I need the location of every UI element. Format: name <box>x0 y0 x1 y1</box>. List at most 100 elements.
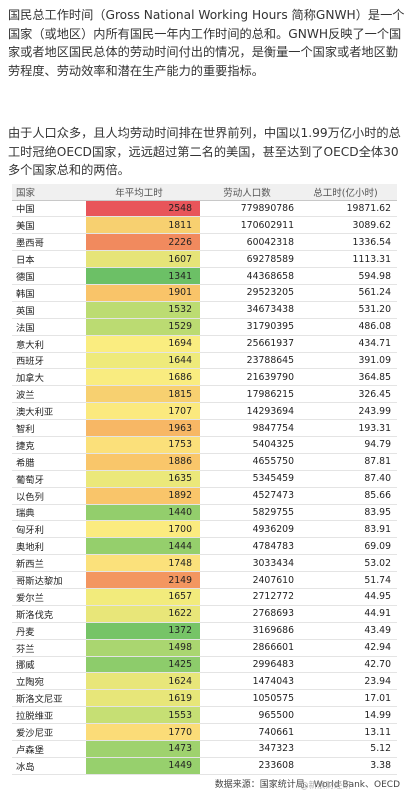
total-hours-cell: 594.98 <box>300 267 397 285</box>
total-hours-cell: 43.49 <box>300 622 397 640</box>
table-row: 美国 1811 170602911 3089.62 <box>12 216 397 235</box>
country-cell: 哥斯达黎加 <box>12 571 86 589</box>
country-cell: 挪威 <box>12 656 86 674</box>
annual-hours-cell: 1700 <box>86 520 200 539</box>
table-row: 英国 1532 34673438 531.20 <box>12 301 397 319</box>
total-hours-cell: 486.08 <box>300 318 397 336</box>
country-cell: 丹麦 <box>12 622 86 640</box>
annual-hours-cell: 1644 <box>86 352 200 370</box>
table-row: 法国 1529 31790395 486.08 <box>12 318 397 336</box>
workforce-cell: 5404325 <box>200 436 300 454</box>
annual-hours-cell: 1963 <box>86 419 200 437</box>
total-hours-cell: 83.95 <box>300 504 397 522</box>
country-cell: 韩国 <box>12 284 86 302</box>
table-row: 芬兰 1498 2866601 42.94 <box>12 639 397 657</box>
header-total-hours: 总工时(亿小时) <box>300 184 397 201</box>
country-cell: 美国 <box>12 216 86 235</box>
workforce-cell: 2768693 <box>200 605 300 623</box>
table-header-row: 国家 年平均工时 劳动人口数 总工时(亿小时) <box>12 184 397 201</box>
total-hours-cell: 3089.62 <box>300 216 397 235</box>
country-cell: 英国 <box>12 301 86 319</box>
total-hours-cell: 87.81 <box>300 453 397 471</box>
workforce-cell: 4527473 <box>200 487 300 505</box>
country-cell: 新西兰 <box>12 554 86 573</box>
workforce-cell: 31790395 <box>200 318 300 336</box>
workforce-cell: 34673438 <box>200 301 300 319</box>
country-cell: 智利 <box>12 419 86 437</box>
table-row: 拉脱维亚 1553 965500 14.99 <box>12 706 397 725</box>
country-cell: 拉脱维亚 <box>12 706 86 725</box>
total-hours-cell: 14.99 <box>300 706 397 725</box>
workforce-cell: 4655750 <box>200 453 300 471</box>
country-cell: 奥地利 <box>12 537 86 556</box>
annual-hours-cell: 1607 <box>86 250 200 269</box>
country-cell: 法国 <box>12 318 86 336</box>
workforce-cell: 17986215 <box>200 385 300 404</box>
total-hours-cell: 69.09 <box>300 537 397 556</box>
total-hours-cell: 1113.31 <box>300 250 397 269</box>
table-row: 波兰 1815 17986215 326.45 <box>12 385 397 404</box>
annual-hours-cell: 1753 <box>86 436 200 454</box>
workforce-cell: 14293694 <box>200 402 300 421</box>
table-row: 韩国 1901 29523205 561.24 <box>12 284 397 302</box>
workforce-cell: 1050575 <box>200 689 300 708</box>
table-row: 意大利 1694 25661937 434.71 <box>12 335 397 353</box>
total-hours-cell: 1336.54 <box>300 233 397 252</box>
workforce-cell: 29523205 <box>200 284 300 302</box>
workforce-cell: 2996483 <box>200 656 300 674</box>
total-hours-cell: 83.91 <box>300 520 397 539</box>
country-cell: 冰岛 <box>12 757 86 775</box>
annual-hours-cell: 2548 <box>86 200 200 218</box>
table-row: 加拿大 1686 21639790 364.85 <box>12 368 397 387</box>
table-row: 希腊 1886 4655750 87.81 <box>12 453 397 471</box>
total-hours-cell: 17.01 <box>300 689 397 708</box>
header-country: 国家 <box>12 184 86 201</box>
country-cell: 卢森堡 <box>12 740 86 758</box>
data-source-note: 数据来源：国家统计局、World Bank、OECD <box>214 780 400 790</box>
annual-hours-cell: 1498 <box>86 639 200 657</box>
total-hours-cell: 94.79 <box>300 436 397 454</box>
country-cell: 爱尔兰 <box>12 588 86 606</box>
table-row: 墨西哥 2226 60042318 1336.54 <box>12 233 397 252</box>
country-cell: 波兰 <box>12 385 86 404</box>
workforce-cell: 9847754 <box>200 419 300 437</box>
country-cell: 意大利 <box>12 335 86 353</box>
country-cell: 捷克 <box>12 436 86 454</box>
table-body: 中国 2548 779890786 19871.62 美国 1811 170602911 30… <box>12 200 397 775</box>
total-hours-cell: 85.66 <box>300 487 397 505</box>
table-row: 哥斯达黎加 2149 2407610 51.74 <box>12 571 397 589</box>
country-cell: 日本 <box>12 250 86 269</box>
annual-hours-cell: 1707 <box>86 402 200 421</box>
total-hours-cell: 434.71 <box>300 335 397 353</box>
country-cell: 中国 <box>12 200 86 218</box>
annual-hours-cell: 1341 <box>86 267 200 285</box>
table-row: 卢森堡 1473 347323 5.12 <box>12 740 397 758</box>
table-row: 匈牙利 1700 4936209 83.91 <box>12 520 397 539</box>
annual-hours-cell: 1529 <box>86 318 200 336</box>
workforce-cell: 60042318 <box>200 233 300 252</box>
table-row: 新西兰 1748 3033434 53.02 <box>12 554 397 573</box>
country-cell: 加拿大 <box>12 368 86 387</box>
country-cell: 瑞典 <box>12 504 86 522</box>
annual-hours-cell: 1425 <box>86 656 200 674</box>
intro-paragraph-2: 由于人口众多，且人均劳动时间排在世界前列，中国以1.99万亿小时的总工时冠绝OE… <box>8 126 401 177</box>
annual-hours-cell: 2149 <box>86 571 200 589</box>
country-cell: 西班牙 <box>12 352 86 370</box>
workforce-cell: 4784783 <box>200 537 300 556</box>
annual-hours-cell: 1657 <box>86 588 200 606</box>
workforce-cell: 25661937 <box>200 335 300 353</box>
table-row: 爱尔兰 1657 2712772 44.95 <box>12 588 397 606</box>
total-hours-cell: 13.11 <box>300 723 397 741</box>
country-cell: 斯洛伐克 <box>12 605 86 623</box>
workforce-cell: 347323 <box>200 740 300 758</box>
total-hours-cell: 243.99 <box>300 402 397 421</box>
annual-hours-cell: 1624 <box>86 672 200 691</box>
total-hours-cell: 326.45 <box>300 385 397 404</box>
total-hours-cell: 193.31 <box>300 419 397 437</box>
annual-hours-cell: 2226 <box>86 233 200 252</box>
annual-hours-cell: 1892 <box>86 487 200 505</box>
annual-hours-cell: 1635 <box>86 470 200 488</box>
workforce-cell: 69278589 <box>200 250 300 269</box>
intro-paragraph-1: 国民总工作时间（Gross National Working Hours 简称G… <box>8 8 405 78</box>
working-hours-table: 国家 年平均工时 劳动人口数 总工时(亿小时) 中国 2548 779890786 1… <box>12 184 397 775</box>
